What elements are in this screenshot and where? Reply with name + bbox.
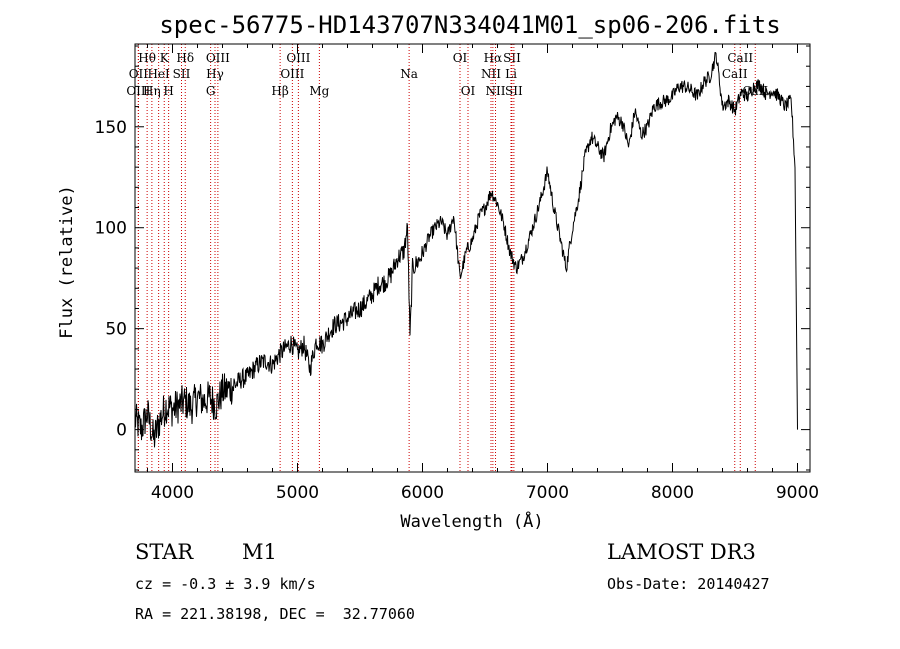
object-class: STAR [135, 540, 194, 564]
line-label-10: Hγ [206, 67, 224, 81]
line-label-25: CaII [727, 51, 753, 65]
y-axis-label: Flux (relative) [57, 185, 77, 339]
redshift-readout: cz = -0.3 ± 3.9 km/s [135, 575, 316, 593]
spectrum-series [134, 51, 798, 448]
line-label-26: CaII [722, 67, 748, 81]
line-label-12: OIII [286, 51, 310, 65]
line-label-6: Hδ [176, 51, 194, 65]
line-label-8: H [163, 84, 173, 98]
x-tick-label-1: 5000 [276, 483, 319, 503]
y-tick-label-2: 100 [95, 219, 127, 239]
plot-frame [134, 43, 811, 473]
line-label-0: Hθ [138, 51, 156, 65]
line-label-4: HeI [147, 67, 170, 81]
x-tick-label-3: 7000 [526, 483, 569, 503]
line-label-16: Na [400, 67, 418, 81]
line-label-3: K [160, 51, 170, 65]
line-label-18: OI [461, 84, 476, 98]
x-tick-label-2: 6000 [401, 483, 444, 503]
y-tick-label-3: 150 [95, 118, 127, 138]
survey-name: LAMOST DR3 [607, 540, 756, 564]
axis-ticks: 4000 5000 6000 7000 8000 9000 0 50 100 150 [95, 44, 819, 503]
x-tick-label-5: 9000 [776, 483, 819, 503]
line-label-17: OI [453, 51, 468, 65]
x-tick-label-4: 8000 [651, 483, 694, 503]
line-label-23: Li [505, 67, 517, 81]
obs-date: Obs-Date: 20140427 [607, 575, 770, 593]
spectrum-line [134, 51, 798, 448]
line-label-24: SII [505, 84, 523, 98]
x-tick-label-0: 4000 [151, 483, 194, 503]
line-label-7: SII [173, 67, 191, 81]
line-label-21: NII [486, 84, 506, 98]
chart-title: spec-56775-HD143707N334041M01_sp06-206.f… [159, 11, 780, 39]
line-label-20: NII [481, 67, 501, 81]
line-label-9: OIII [206, 51, 230, 65]
line-label-22: SII [503, 51, 521, 65]
line-label-19: Hα [484, 51, 503, 65]
y-tick-label-1: 50 [105, 320, 127, 340]
coordinates: RA = 221.38198, DEC = 32.77060 [135, 605, 415, 623]
x-axis-label: Wavelength (Å) [400, 510, 543, 532]
line-label-5: Hη [143, 84, 161, 98]
line-label-11: G [206, 84, 216, 98]
line-label-13: OIII [280, 67, 304, 81]
line-label-2: OIII [126, 84, 150, 98]
line-label-15: Mg [309, 84, 329, 98]
subclass: M1 [242, 540, 277, 564]
line-label-14: Hβ [271, 84, 288, 98]
y-tick-label-0: 0 [116, 421, 127, 441]
